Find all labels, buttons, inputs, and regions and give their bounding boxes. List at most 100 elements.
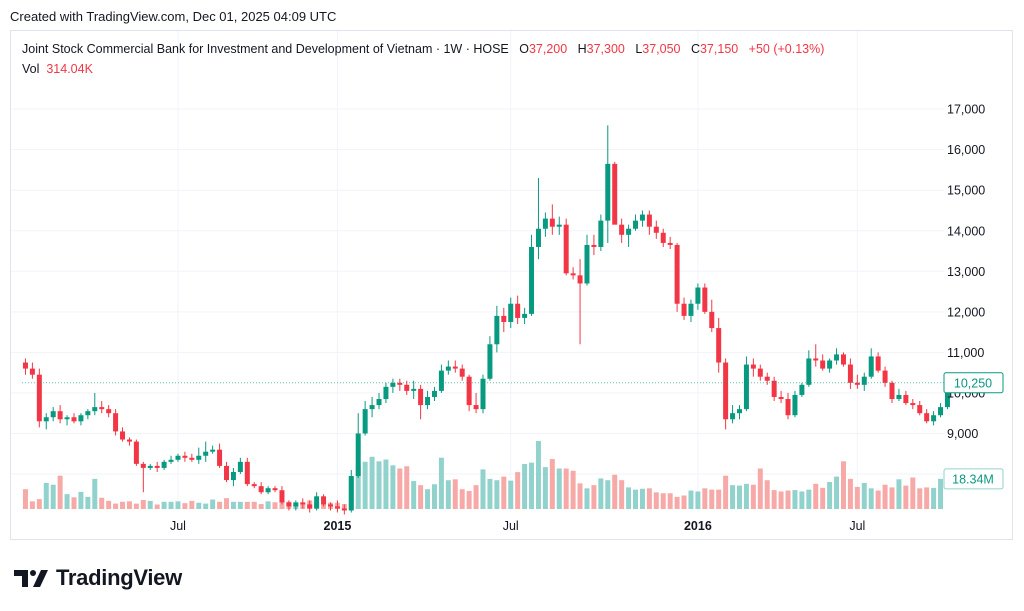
volume-bar: [126, 501, 132, 509]
x-tick-label: 2015: [324, 519, 352, 533]
volume-bar: [196, 502, 202, 509]
tradingview-logo[interactable]: TradingView: [14, 565, 182, 591]
candle-body: [570, 273, 576, 276]
ohlc-close: C37,150: [690, 42, 739, 56]
volume-bar: [757, 468, 763, 509]
candle-body: [369, 405, 375, 410]
volume-bar: [910, 477, 916, 509]
volume-bar: [820, 487, 826, 509]
candle-body: [64, 417, 70, 420]
candle-body: [924, 413, 930, 422]
volume-bar: [702, 488, 708, 509]
volume-bar: [362, 461, 368, 509]
candle-body: [321, 496, 327, 505]
candle-body: [334, 506, 340, 509]
volume-bar: [494, 480, 500, 509]
volume-bar: [480, 469, 486, 509]
x-tick-label: Jul: [170, 519, 186, 533]
y-tick-label: 13,000: [947, 265, 985, 279]
candle-body: [702, 287, 708, 312]
candle-body: [757, 368, 763, 377]
y-tick-label: 16,000: [947, 143, 985, 157]
volume-bar: [459, 489, 465, 509]
candle-body: [778, 396, 784, 400]
candle-body: [390, 382, 396, 387]
candle-body: [362, 409, 368, 434]
volume-bar: [799, 491, 805, 509]
volume-bar: [730, 485, 736, 509]
volume-label: Vol: [22, 62, 40, 76]
candle-body: [695, 287, 701, 304]
candle-body: [515, 303, 521, 318]
candle-body: [875, 356, 881, 371]
candle-body: [792, 394, 798, 416]
candle-body: [92, 407, 98, 412]
tradingview-wordmark: TradingView: [56, 565, 182, 590]
volume-bar: [64, 494, 70, 509]
volume-bar: [847, 478, 853, 509]
candle-body: [425, 396, 431, 406]
candle-body: [29, 368, 35, 375]
candle-body: [605, 163, 611, 221]
volume-bar: [584, 488, 590, 509]
volume-bar: [535, 441, 541, 509]
volume-bar: [251, 501, 257, 509]
volume-bar: [723, 475, 729, 509]
volume-bar: [452, 479, 458, 509]
volume-bar: [133, 503, 139, 509]
created-with-label: Created with TradingView.com, Dec 01, 20…: [10, 9, 337, 24]
volume-bar: [938, 478, 944, 509]
volume-bar: [840, 461, 846, 509]
volume-bar: [515, 472, 521, 509]
volume-bar: [605, 480, 611, 509]
volume-bar: [792, 490, 798, 509]
volume-bar: [244, 501, 250, 509]
candle-body: [466, 376, 472, 406]
volume-bar: [487, 478, 493, 509]
volume-bar: [646, 488, 652, 509]
candle-body: [459, 368, 465, 377]
volume-bar: [217, 501, 223, 509]
candle-body: [244, 461, 250, 485]
candle-body: [944, 382, 950, 408]
volume-bar: [210, 499, 216, 509]
candle-body: [806, 358, 812, 385]
volume-bar: [750, 484, 756, 509]
volume-bar: [896, 479, 902, 509]
candle-body: [161, 461, 167, 468]
candle-body: [251, 484, 257, 487]
volume-bar: [806, 489, 812, 509]
candle-body: [487, 344, 493, 379]
candle-body: [563, 224, 569, 274]
y-tick-label: 14,000: [947, 224, 985, 238]
x-tick-label: 2016: [684, 519, 712, 533]
volume-bar: [376, 461, 382, 509]
volume-bar: [355, 465, 361, 509]
candle-body: [50, 411, 56, 418]
candle-body: [626, 228, 632, 235]
candle-body: [598, 220, 604, 247]
volume-value: 314.04K: [46, 62, 93, 76]
candle-body: [861, 376, 867, 385]
candle-body: [106, 409, 112, 414]
candle-body: [834, 354, 840, 361]
candle-body: [667, 242, 673, 245]
volume-bar: [258, 504, 264, 509]
volume-bar: [78, 491, 84, 509]
candle-body: [57, 411, 63, 420]
last-volume-badge: [943, 468, 1004, 490]
volume-bar: [113, 503, 119, 509]
time-axis: Jul 2015 Jul 2016 Jul: [170, 519, 865, 533]
candle-body: [175, 455, 181, 460]
volume-bar: [22, 489, 28, 509]
candle-body: [750, 364, 756, 369]
candle-body: [813, 358, 819, 361]
volume-bar: [785, 490, 791, 509]
volume-bar: [161, 501, 167, 509]
x-tick-label: Jul: [503, 519, 519, 533]
candle-body: [293, 502, 299, 507]
volume-bar: [397, 468, 403, 509]
volume-bar: [501, 476, 507, 509]
volume-bar: [903, 485, 909, 509]
